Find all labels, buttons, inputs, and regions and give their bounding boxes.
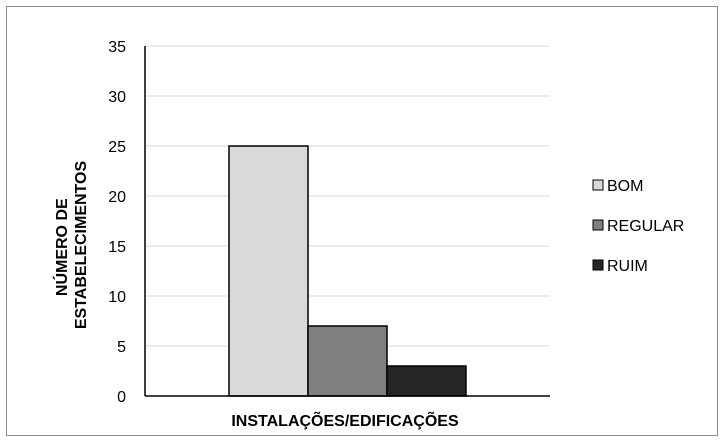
y-tick-label: 10 (108, 289, 126, 306)
legend-label-bom: BOM (607, 178, 643, 195)
y-axis-title-line-1: NÚMERO DE (52, 198, 71, 296)
y-tick-label: 15 (108, 239, 126, 256)
legend-swatch-regular (592, 219, 604, 231)
legend: BOM REGULAR RUIM (592, 178, 684, 275)
legend-label-regular: REGULAR (607, 218, 684, 235)
legend-swatch-ruim (592, 259, 604, 271)
legend-label-ruim: RUIM (607, 258, 648, 275)
y-tick-labels: 0 5 10 15 20 25 30 35 (108, 39, 126, 406)
axes (144, 46, 550, 397)
gridlines (145, 45, 550, 347)
y-tick-label: 0 (117, 389, 126, 406)
y-tick-label: 25 (108, 139, 126, 156)
y-axis-title-line-2: ESTABELECIMENTOS (73, 161, 90, 330)
y-axis-title: NÚMERO DE ESTABELECIMENTOS (52, 161, 90, 330)
y-tick-label: 30 (108, 89, 126, 106)
y-tick-label: 5 (117, 339, 126, 356)
y-tick-label: 20 (108, 189, 126, 206)
x-axis-title: INSTALAÇÕES/EDIFICAÇÕES (231, 410, 459, 430)
bar-ruim (386, 365, 467, 397)
bar-bom (228, 145, 309, 397)
y-tick-label: 35 (108, 39, 126, 56)
bars (228, 145, 467, 397)
legend-swatch-bom (592, 179, 604, 191)
bar-regular (307, 325, 388, 397)
